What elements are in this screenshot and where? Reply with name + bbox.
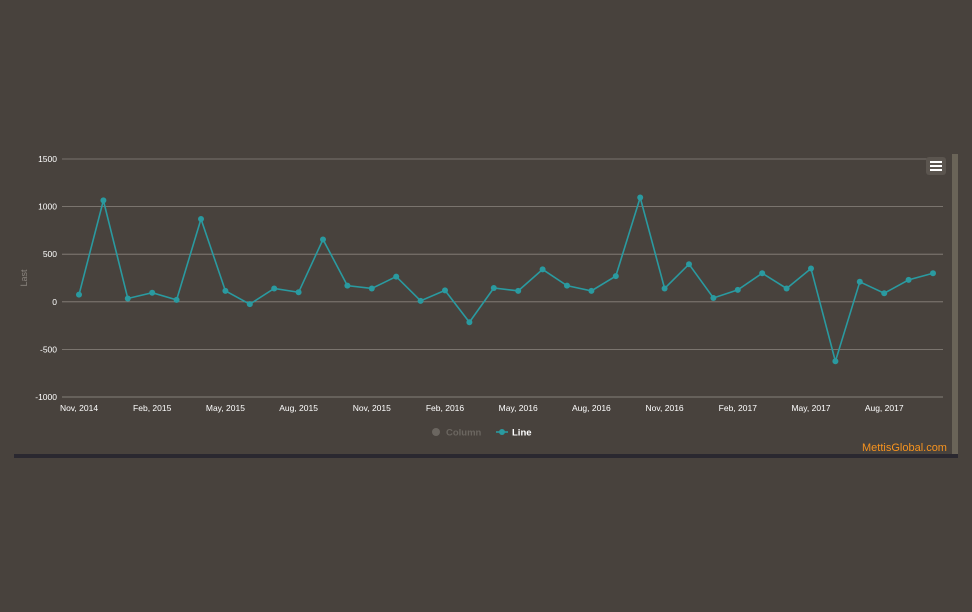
- data-point: [124, 295, 131, 302]
- legend-line-dot[interactable]: [499, 429, 505, 435]
- y-tick-label: 1500: [38, 154, 57, 164]
- x-tick-label: Nov, 2015: [353, 403, 391, 413]
- y-tick-label: 1000: [38, 202, 57, 212]
- y-tick-label: -500: [40, 344, 57, 354]
- data-point: [295, 289, 302, 296]
- data-point: [368, 285, 375, 292]
- chart-panel: [14, 152, 958, 457]
- data-point: [808, 265, 814, 272]
- data-point: [320, 236, 326, 243]
- data-point: [100, 197, 107, 204]
- data-point: [344, 282, 351, 289]
- legend-line-label[interactable]: Line: [512, 428, 532, 439]
- x-tick-label: Aug, 2017: [865, 403, 904, 413]
- x-tick-label: Feb, 2016: [426, 403, 465, 413]
- y-tick-label: 500: [43, 249, 57, 259]
- data-point: [637, 194, 644, 201]
- data-point: [442, 287, 448, 294]
- data-point: [832, 358, 839, 365]
- data-point: [515, 287, 522, 294]
- x-tick-label: May, 2017: [791, 403, 830, 413]
- data-point: [710, 294, 717, 301]
- data-point: [930, 270, 936, 277]
- credit-link[interactable]: MettisGlobal.com: [862, 442, 947, 454]
- data-point: [612, 273, 619, 280]
- x-tick-label: Aug, 2016: [572, 403, 611, 413]
- data-point: [173, 296, 180, 303]
- data-point: [466, 319, 473, 326]
- data-point: [76, 291, 82, 298]
- x-tick-label: Feb, 2015: [133, 403, 172, 413]
- x-tick-label: Feb, 2017: [719, 403, 758, 413]
- data-point: [856, 278, 863, 285]
- legend-column-marker[interactable]: [432, 428, 440, 436]
- x-tick-label: Nov, 2014: [60, 403, 98, 413]
- data-point: [905, 276, 912, 283]
- data-point: [783, 285, 790, 292]
- data-point: [222, 287, 229, 294]
- data-point: [588, 287, 595, 294]
- data-point: [246, 301, 253, 308]
- data-point: [539, 266, 546, 273]
- panel-right-border: [952, 154, 958, 457]
- data-point: [564, 282, 570, 289]
- series-line: [78, 194, 934, 365]
- data-point: [271, 285, 278, 292]
- y-axis-label: Last: [19, 269, 29, 287]
- legend-column-label[interactable]: Column: [446, 428, 482, 439]
- data-point: [661, 285, 668, 292]
- data-point: [881, 290, 888, 297]
- data-point: [393, 273, 400, 280]
- x-tick-label: May, 2015: [206, 403, 245, 413]
- x-tick-label: Nov, 2016: [646, 403, 684, 413]
- x-tick-label: Aug, 2015: [279, 403, 318, 413]
- y-tick-label: 0: [52, 297, 57, 307]
- y-tick-label: -1000: [35, 392, 57, 402]
- data-point: [759, 270, 766, 277]
- data-point: [417, 297, 424, 304]
- data-point: [198, 215, 204, 222]
- x-tick-label: May, 2016: [499, 403, 538, 413]
- data-point: [149, 289, 156, 296]
- data-point: [734, 286, 741, 293]
- data-point: [686, 261, 692, 268]
- data-point: [490, 284, 497, 291]
- hamburger-menu-icon[interactable]: [926, 157, 946, 175]
- panel-bottom-border: [14, 454, 958, 458]
